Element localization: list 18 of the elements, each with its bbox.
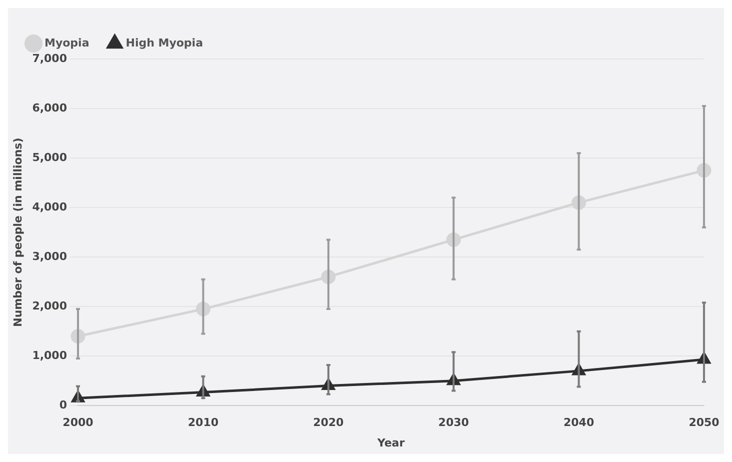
- x-tick-label: 2030: [438, 416, 470, 430]
- x-tick-label: 2010: [188, 416, 219, 430]
- x-tick-label: 2040: [563, 416, 594, 430]
- x-axis-title: Year: [376, 436, 406, 450]
- y-tick-label: 3,000: [32, 250, 68, 263]
- y-tick-label: 5,000: [32, 150, 68, 164]
- y-axis-title: Number of people (in millions): [11, 138, 24, 327]
- y-tick-label: 4,000: [32, 200, 68, 214]
- x-tick-label: 2050: [688, 416, 720, 430]
- y-tick-label: 1,000: [32, 348, 68, 362]
- y-tick-label: 0: [59, 398, 68, 412]
- y-tick-label: 7,000: [32, 52, 68, 65]
- legend-label: High Myopia: [126, 36, 204, 50]
- x-tick-label: 2000: [62, 416, 94, 430]
- y-tick-label: 2,000: [32, 299, 68, 312]
- x-tick-label: 2020: [313, 416, 344, 430]
- y-tick-label: 6,000: [32, 101, 68, 114]
- legend-label: Myopia: [44, 36, 90, 50]
